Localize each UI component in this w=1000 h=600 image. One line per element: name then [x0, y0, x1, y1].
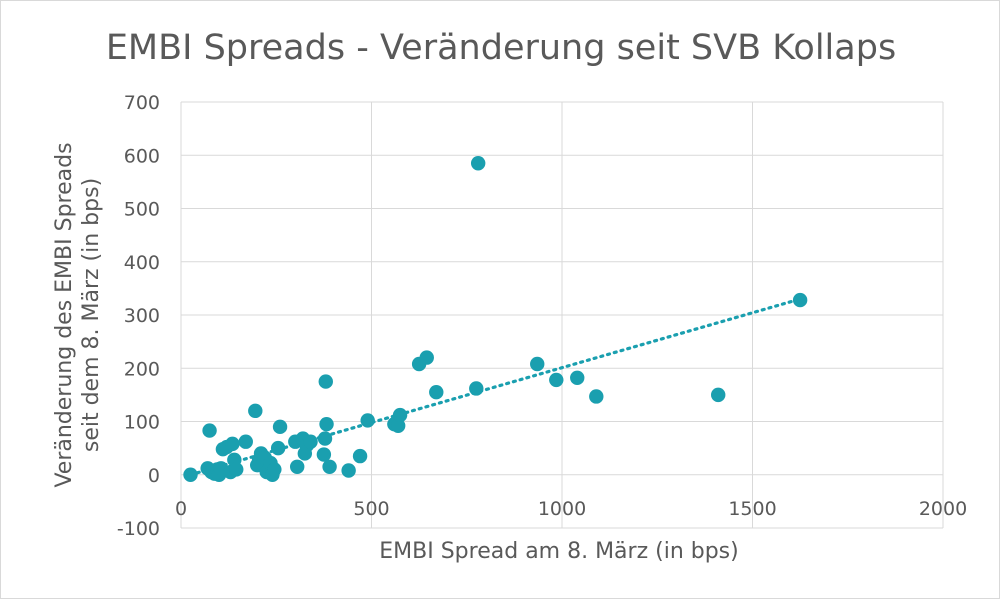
data-point [322, 459, 337, 474]
y-axis-label-line-1: Veränderung des EMBI Spreads [52, 142, 77, 487]
data-point [419, 350, 434, 365]
y-axis-label-line-2: seit dem 8. März (in bps) [79, 178, 104, 452]
tick-labels: -100 0 100 200 300 400 500 600 700 0 500 1000 1500 20… [117, 92, 967, 540]
y-tick-label: 600 [124, 145, 160, 167]
data-point [469, 381, 484, 396]
y-tick-label: 700 [124, 92, 160, 114]
data-point [319, 416, 334, 432]
data-point [238, 434, 253, 449]
data-point [248, 403, 263, 419]
data-point [303, 434, 318, 449]
x-tick-label: 500 [353, 498, 389, 520]
data-point [270, 440, 286, 456]
x-tick-label: 2000 [919, 498, 967, 520]
data-point [549, 372, 564, 388]
data-point [272, 419, 288, 435]
data-point [202, 423, 217, 438]
data-point [711, 387, 726, 403]
data-point [352, 448, 368, 464]
data-points [183, 156, 808, 482]
chart-title: EMBI Spreads - Veränderung seit SVB Koll… [106, 28, 896, 68]
data-point [470, 156, 486, 171]
data-point [429, 385, 444, 400]
y-tick-label: 0 [148, 465, 160, 487]
data-point [589, 389, 604, 404]
data-point [530, 356, 545, 372]
data-point [316, 447, 332, 462]
data-point [392, 407, 408, 423]
x-tick-label: 1000 [538, 498, 586, 520]
data-point [229, 462, 244, 477]
data-point [360, 413, 375, 428]
data-point [792, 292, 808, 308]
y-tick-label: 100 [124, 412, 160, 434]
data-point [570, 370, 585, 386]
gridlines [180, 101, 944, 529]
data-point [183, 467, 198, 482]
x-axis-label: EMBI Spread am 8. März (in bps) [379, 539, 738, 564]
y-tick-label: 500 [124, 199, 160, 221]
y-axis-label: Veränderung des EMBI Spreads seit dem 8.… [52, 142, 104, 487]
data-point [225, 436, 240, 452]
data-point [290, 459, 305, 474]
data-point [341, 463, 356, 478]
data-point [390, 418, 406, 433]
data-point [317, 431, 333, 446]
x-tick-label: 0 [175, 498, 187, 520]
y-tick-label: 300 [124, 305, 160, 327]
y-tick-label: 200 [124, 358, 160, 380]
y-tick-label: -100 [117, 518, 160, 540]
x-tick-label: 1500 [728, 498, 776, 520]
data-point [267, 462, 282, 477]
data-point [318, 374, 333, 389]
y-tick-label: 400 [124, 252, 160, 274]
